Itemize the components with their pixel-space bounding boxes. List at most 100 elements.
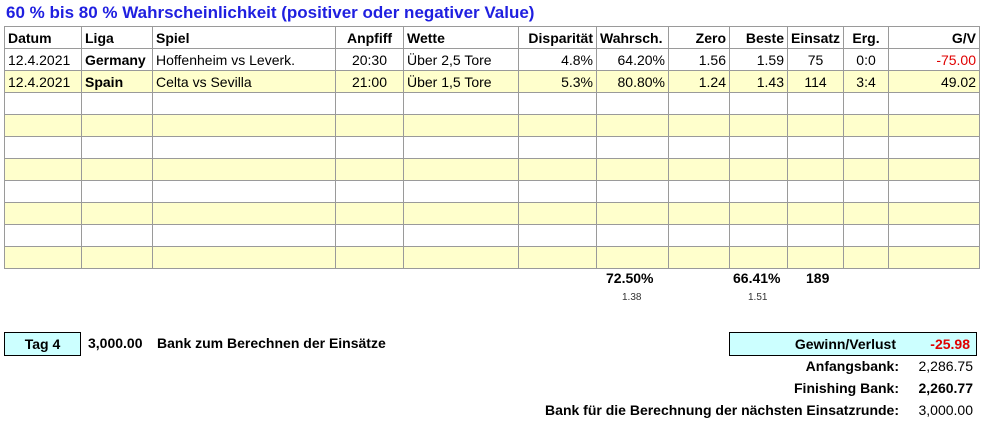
empty-cell[interactable] xyxy=(668,180,730,203)
empty-cell[interactable] xyxy=(786,92,845,115)
header-datum[interactable]: Datum xyxy=(4,26,82,49)
empty-cell[interactable] xyxy=(335,224,404,247)
empty-cell[interactable] xyxy=(729,136,788,159)
empty-cell[interactable] xyxy=(335,180,404,203)
header-gv[interactable]: G/V xyxy=(888,26,981,49)
empty-cell[interactable] xyxy=(81,158,153,181)
empty-cell[interactable] xyxy=(596,114,669,137)
empty-cell[interactable] xyxy=(4,246,82,269)
header-einsatz[interactable]: Einsatz xyxy=(786,26,845,49)
empty-cell[interactable] xyxy=(152,136,336,159)
empty-cell[interactable] xyxy=(81,180,153,203)
empty-cell[interactable] xyxy=(4,202,82,225)
header-wette[interactable]: Wette xyxy=(403,26,519,49)
empty-cell[interactable] xyxy=(843,114,890,137)
next-bank-value[interactable]: 3,000.00 xyxy=(918,402,974,418)
cell-einsatz[interactable]: 114 xyxy=(786,70,845,93)
empty-cell[interactable] xyxy=(4,158,82,181)
empty-cell[interactable] xyxy=(843,158,890,181)
empty-cell[interactable] xyxy=(4,180,82,203)
cell-wette[interactable]: Über 1,5 Tore xyxy=(403,70,519,93)
cell-wahrsch[interactable]: 80.80% xyxy=(596,70,669,93)
empty-cell[interactable] xyxy=(81,224,153,247)
empty-cell[interactable] xyxy=(843,136,890,159)
cell-datum[interactable]: 12.4.2021 xyxy=(4,70,82,93)
empty-cell[interactable] xyxy=(152,202,336,225)
empty-cell[interactable] xyxy=(786,224,845,247)
empty-cell[interactable] xyxy=(403,224,519,247)
empty-cell[interactable] xyxy=(81,246,153,269)
header-wahrsch[interactable]: Wahrsch. xyxy=(596,26,669,49)
empty-cell[interactable] xyxy=(403,180,519,203)
cell-anpfiff[interactable]: 21:00 xyxy=(335,70,404,93)
empty-cell[interactable] xyxy=(729,246,788,269)
empty-cell[interactable] xyxy=(843,180,890,203)
empty-cell[interactable] xyxy=(518,158,597,181)
empty-cell[interactable] xyxy=(81,136,153,159)
empty-cell[interactable] xyxy=(729,114,788,137)
empty-cell[interactable] xyxy=(518,246,597,269)
empty-cell[interactable] xyxy=(4,136,82,159)
empty-cell[interactable] xyxy=(843,92,890,115)
cell-spiel[interactable]: Celta vs Sevilla xyxy=(152,70,336,93)
empty-cell[interactable] xyxy=(888,158,981,181)
empty-cell[interactable] xyxy=(843,224,890,247)
header-erg[interactable]: Erg. xyxy=(843,26,890,49)
bank-amount[interactable]: 3,000.00 xyxy=(88,335,143,351)
empty-cell[interactable] xyxy=(335,136,404,159)
header-spiel[interactable]: Spiel xyxy=(152,26,336,49)
empty-cell[interactable] xyxy=(403,158,519,181)
cell-liga[interactable]: Germany xyxy=(81,48,153,71)
empty-cell[interactable] xyxy=(335,202,404,225)
empty-cell[interactable] xyxy=(152,224,336,247)
empty-cell[interactable] xyxy=(668,202,730,225)
cell-disparitaet[interactable]: 5.3% xyxy=(518,70,597,93)
empty-cell[interactable] xyxy=(335,114,404,137)
empty-cell[interactable] xyxy=(888,246,981,269)
empty-cell[interactable] xyxy=(888,136,981,159)
empty-cell[interactable] xyxy=(518,114,597,137)
empty-cell[interactable] xyxy=(786,180,845,203)
empty-cell[interactable] xyxy=(596,224,669,247)
empty-cell[interactable] xyxy=(668,114,730,137)
empty-cell[interactable] xyxy=(152,114,336,137)
cell-beste[interactable]: 1.59 xyxy=(729,48,788,71)
empty-cell[interactable] xyxy=(4,92,82,115)
empty-cell[interactable] xyxy=(596,92,669,115)
cell-spiel[interactable]: Hoffenheim vs Leverk. xyxy=(152,48,336,71)
cell-gv[interactable]: 49.02 xyxy=(888,70,981,93)
empty-cell[interactable] xyxy=(518,180,597,203)
gewinn-verlust-box[interactable]: Gewinn/Verlust -25.98 xyxy=(729,332,977,356)
empty-cell[interactable] xyxy=(596,158,669,181)
cell-einsatz[interactable]: 75 xyxy=(786,48,845,71)
empty-cell[interactable] xyxy=(729,202,788,225)
empty-cell[interactable] xyxy=(403,246,519,269)
empty-cell[interactable] xyxy=(335,92,404,115)
tag-box[interactable]: Tag 4 xyxy=(4,332,81,356)
empty-cell[interactable] xyxy=(596,180,669,203)
empty-cell[interactable] xyxy=(888,180,981,203)
empty-cell[interactable] xyxy=(518,202,597,225)
empty-cell[interactable] xyxy=(668,136,730,159)
empty-cell[interactable] xyxy=(403,92,519,115)
empty-cell[interactable] xyxy=(888,224,981,247)
empty-cell[interactable] xyxy=(152,180,336,203)
empty-cell[interactable] xyxy=(786,246,845,269)
cell-anpfiff[interactable]: 20:30 xyxy=(335,48,404,71)
empty-cell[interactable] xyxy=(843,202,890,225)
header-zero[interactable]: Zero xyxy=(668,26,730,49)
empty-cell[interactable] xyxy=(729,158,788,181)
empty-cell[interactable] xyxy=(729,92,788,115)
cell-wette[interactable]: Über 2,5 Tore xyxy=(403,48,519,71)
empty-cell[interactable] xyxy=(4,114,82,137)
cell-liga[interactable]: Spain xyxy=(81,70,153,93)
cell-wahrsch[interactable]: 64.20% xyxy=(596,48,669,71)
empty-cell[interactable] xyxy=(596,136,669,159)
cell-erg[interactable]: 3:4 xyxy=(843,70,890,93)
empty-cell[interactable] xyxy=(81,92,153,115)
cell-erg[interactable]: 0:0 xyxy=(843,48,890,71)
empty-cell[interactable] xyxy=(335,158,404,181)
empty-cell[interactable] xyxy=(81,202,153,225)
header-anpfiff[interactable]: Anpfiff xyxy=(335,26,404,49)
empty-cell[interactable] xyxy=(4,224,82,247)
